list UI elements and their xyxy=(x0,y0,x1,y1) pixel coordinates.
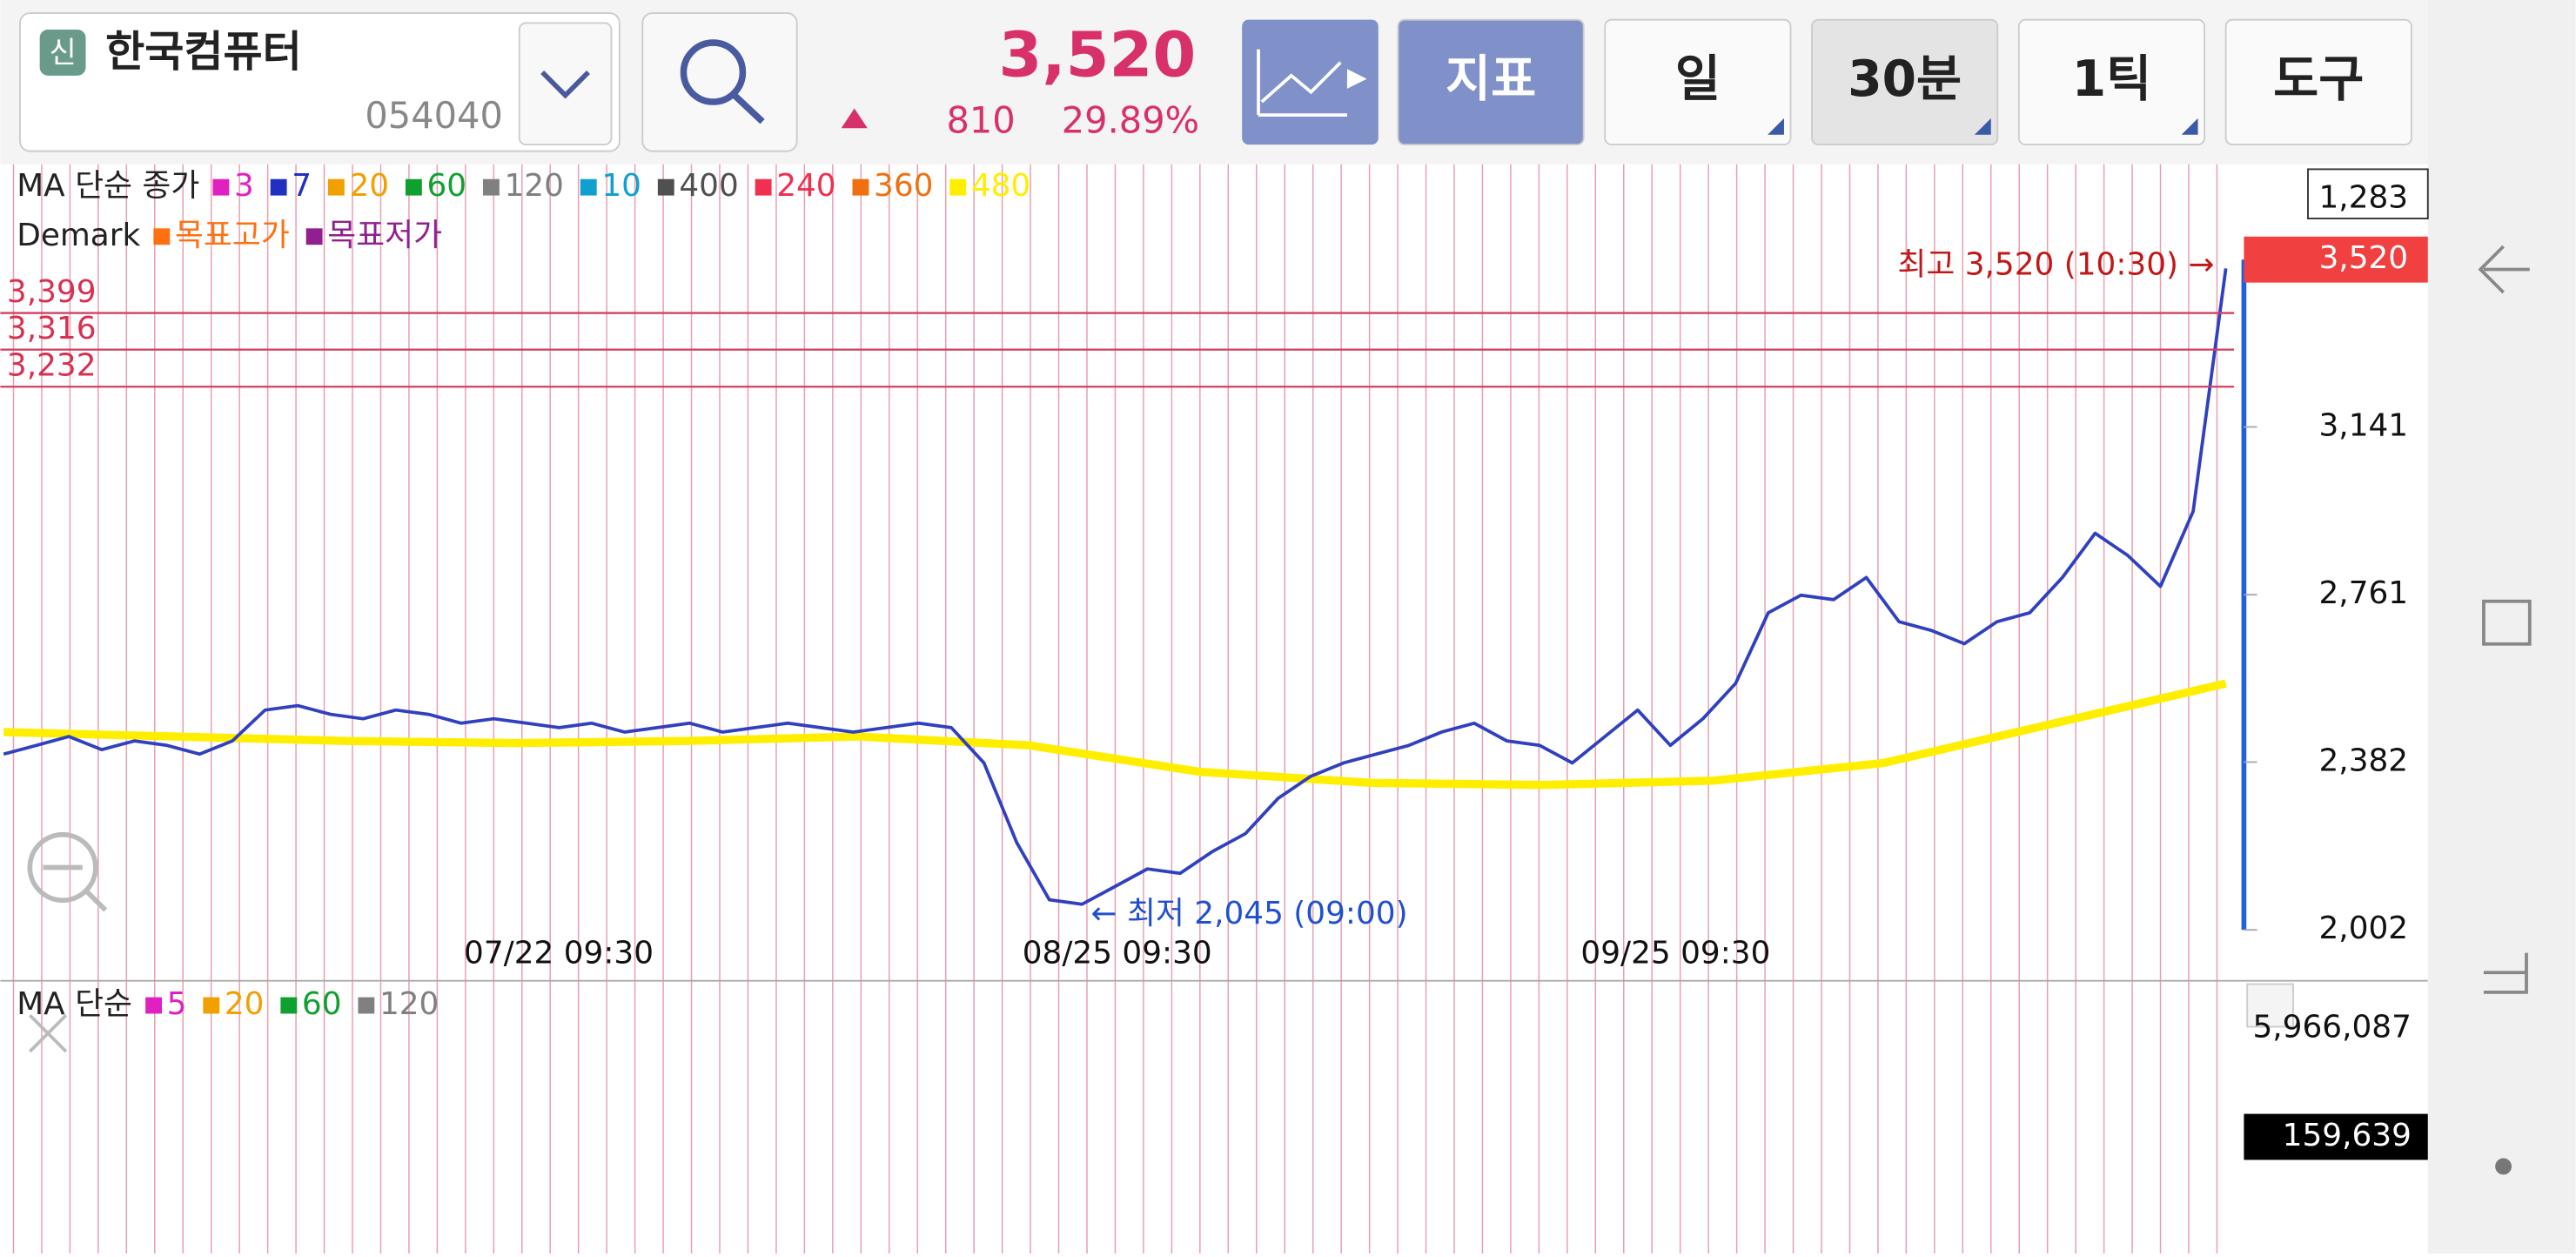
change-pct: 29.89% xyxy=(1062,99,1199,142)
price: 3,520 xyxy=(998,17,1196,91)
search-icon xyxy=(732,92,765,124)
high-note: 최고 3,520 (10:30) → xyxy=(1897,247,2214,283)
chart-type-button[interactable] xyxy=(1242,19,1379,145)
home-dot[interactable] xyxy=(2495,1158,2512,1175)
legend-item: 10 xyxy=(601,168,641,204)
top-label: 1,283 xyxy=(2319,179,2409,215)
button-label: 1틱 xyxy=(2072,50,2151,108)
x-tick-label: 07/22 09:30 xyxy=(464,936,654,971)
legend-item: 목표고가 xyxy=(175,218,290,253)
pane-up[interactable] xyxy=(2246,983,2294,1028)
legend-item: 목표저가 xyxy=(327,218,442,253)
x-tick-label: 08/25 09:30 xyxy=(1023,936,1212,971)
button[interactable] xyxy=(1811,18,1999,146)
low-note: ← 최저 2,045 (09:00) xyxy=(1091,896,1408,931)
legend-item: 400 xyxy=(679,168,738,204)
chart-icon xyxy=(1346,69,1367,89)
legend-item: 20 xyxy=(225,986,265,1022)
series-line xyxy=(3,268,2228,906)
legend-swatch xyxy=(482,178,500,196)
y-tick-label: 3,141 xyxy=(2319,407,2409,443)
stock-box[interactable] xyxy=(19,12,621,152)
level-label: 3,316 xyxy=(7,311,97,346)
legend-swatch xyxy=(949,178,967,196)
zoom-out[interactable] xyxy=(27,831,98,904)
back-button[interactable] xyxy=(2478,245,2530,294)
button-label: 일 xyxy=(1675,50,1721,108)
top-label-box xyxy=(2307,168,2429,219)
badge-bg xyxy=(39,29,86,76)
level-label: 3,399 xyxy=(7,274,97,310)
level-label: 3,232 xyxy=(7,348,97,384)
x-tick-label: 09/25 09:30 xyxy=(1580,936,1770,971)
dropdown[interactable] xyxy=(518,22,613,146)
volume-current: 159,639 xyxy=(2283,1118,2412,1153)
search-icon xyxy=(680,39,747,105)
legend-label: MA 단순 종가 xyxy=(17,168,199,204)
y-tick-label: 2,382 xyxy=(2319,743,2409,778)
legend-swatch xyxy=(270,178,287,196)
legend-item: 60 xyxy=(426,168,466,204)
badge: 신 xyxy=(49,36,76,71)
legend-item: 60 xyxy=(302,986,342,1022)
legend-item: 480 xyxy=(971,168,1030,204)
legend-swatch xyxy=(305,228,323,245)
legend-item: 20 xyxy=(349,168,389,204)
y-tick-label: 2,002 xyxy=(2319,911,2409,946)
legend-swatch xyxy=(153,228,171,245)
recent-button[interactable] xyxy=(2482,599,2532,646)
legend-label: Demark xyxy=(17,218,140,253)
chart-icon xyxy=(1257,49,1347,117)
close-pane[interactable] xyxy=(29,1014,68,1053)
legend-swatch xyxy=(657,178,674,196)
chart-area xyxy=(0,164,2428,1254)
legend-swatch xyxy=(327,178,345,196)
legend-swatch xyxy=(755,178,772,196)
change: 810 xyxy=(946,99,1015,142)
search-button[interactable] xyxy=(641,12,798,152)
up-arrow xyxy=(841,108,868,129)
legend-item: 5 xyxy=(167,986,187,1022)
legend-item: 120 xyxy=(505,168,564,204)
y-tick-label: 2,761 xyxy=(2319,575,2409,611)
legend-swatch xyxy=(280,997,298,1014)
button-label: 지표 xyxy=(1446,50,1536,108)
stock-code: 054040 xyxy=(365,94,502,137)
button[interactable] xyxy=(1397,18,1585,146)
zoom-out xyxy=(84,888,108,912)
legend-swatch xyxy=(212,178,230,196)
legend-swatch xyxy=(145,997,163,1014)
legend-item: 240 xyxy=(776,168,835,204)
legend-label: MA 단순 xyxy=(17,986,132,1022)
legend-swatch xyxy=(852,178,869,196)
legend-item: 360 xyxy=(874,168,933,204)
legend-item: 120 xyxy=(379,986,439,1022)
button[interactable] xyxy=(2224,18,2412,146)
current-price-box xyxy=(2244,236,2428,283)
legend-swatch xyxy=(203,997,220,1014)
current-price: 3,520 xyxy=(2319,240,2409,276)
legend-swatch xyxy=(580,178,597,196)
legend-swatch xyxy=(405,178,422,196)
legend-swatch xyxy=(358,997,375,1014)
switch-button[interactable] xyxy=(2483,952,2528,994)
chevron xyxy=(540,71,591,99)
volume-max: 5,966,087 xyxy=(2252,1009,2411,1045)
legend-item: 7 xyxy=(292,168,312,204)
button-label: 30분 xyxy=(1848,50,1962,108)
volume-current-box xyxy=(2244,1113,2428,1160)
button[interactable] xyxy=(2017,18,2206,146)
nav-bar xyxy=(2427,0,2576,1254)
series-line xyxy=(3,679,2227,790)
button[interactable] xyxy=(1604,18,1792,146)
button-label: 도구 xyxy=(2273,50,2364,108)
legend-item: 3 xyxy=(234,168,254,204)
stock-name: 한국컴퓨터 xyxy=(105,26,302,77)
